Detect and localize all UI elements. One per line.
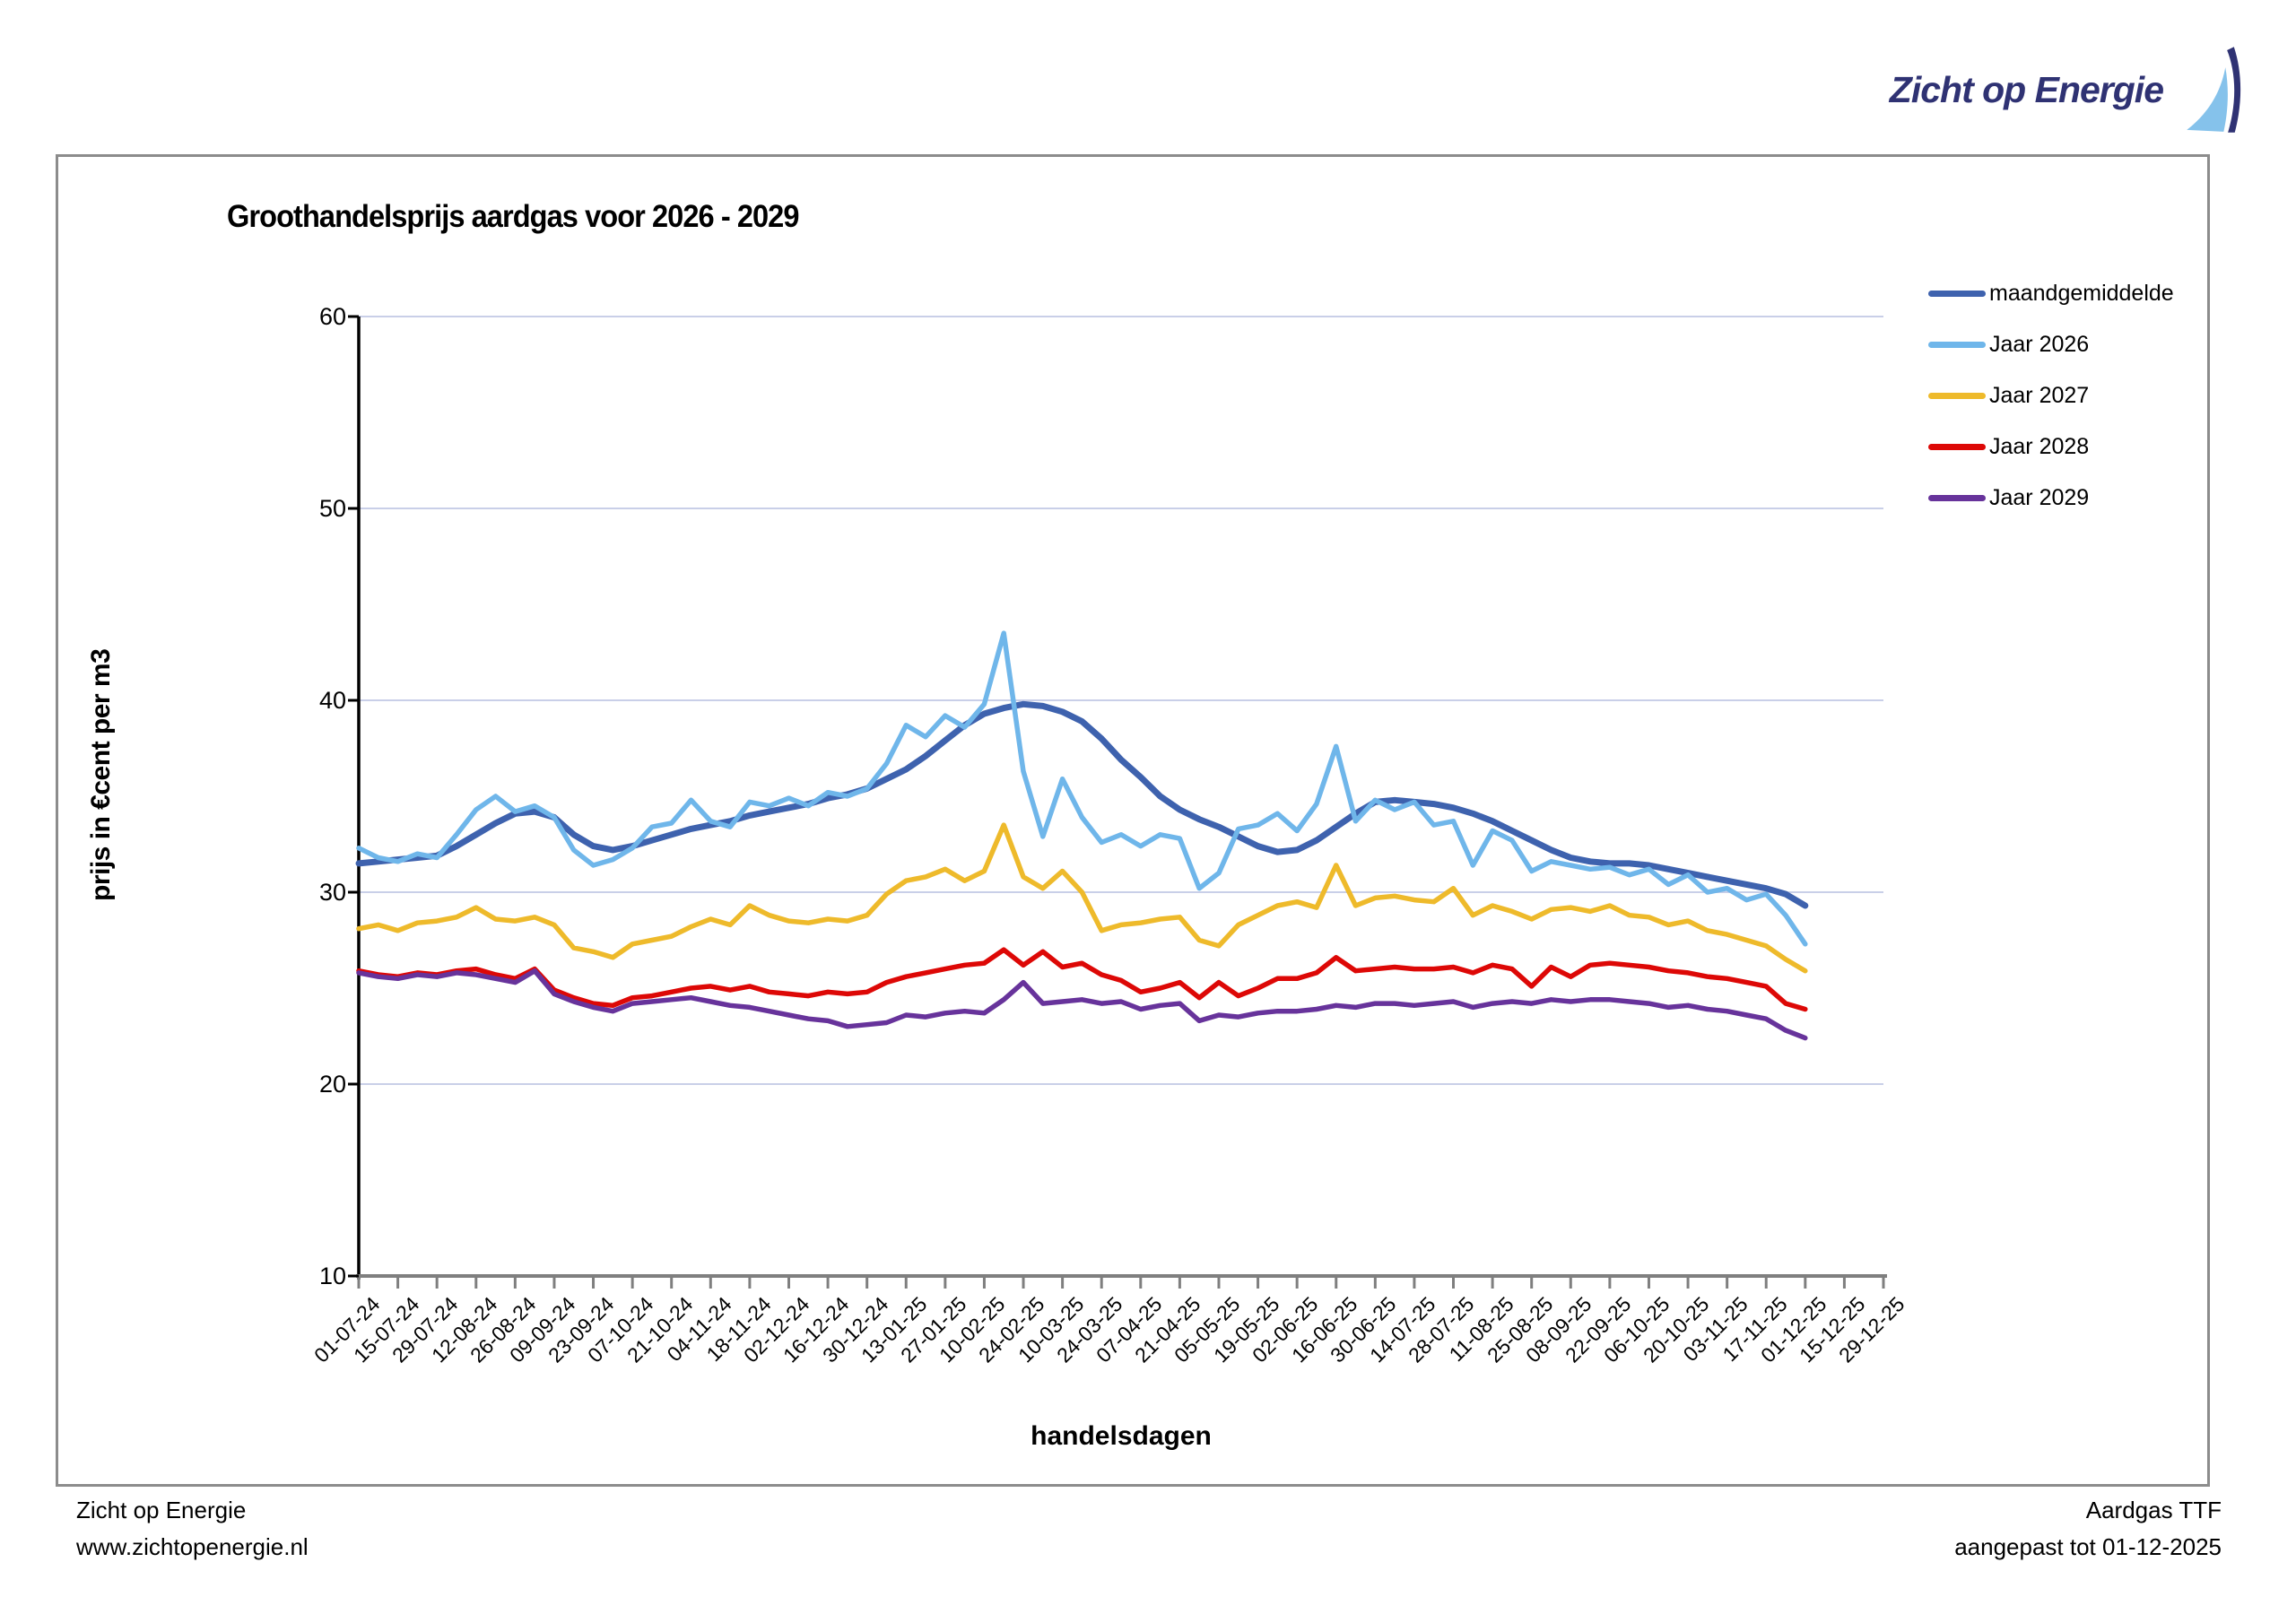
legend-label: Jaar 2029 <box>1989 485 2090 510</box>
legend-swatch <box>1928 342 1986 348</box>
logo: Zicht op Energie <box>1890 47 2249 133</box>
legend-item-jaar-2028: Jaar 2028 <box>1928 421 2174 473</box>
legend-label: maandgemiddelde <box>1989 281 2174 306</box>
y-tick-label: 20 <box>318 1071 346 1098</box>
legend-label: Jaar 2028 <box>1989 434 2090 459</box>
legend-label: Jaar 2026 <box>1989 332 2090 357</box>
legend-label: Jaar 2027 <box>1989 383 2090 408</box>
footer-website: www.zichtopenergie.nl <box>76 1533 309 1560</box>
legend: maandgemiddelde Jaar 2026 Jaar 2027 Jaar 20… <box>1928 268 2174 524</box>
y-tick-label: 60 <box>318 303 346 330</box>
y-tick-label: 10 <box>318 1263 346 1289</box>
footer-product: Aardgas TTF <box>2085 1497 2222 1523</box>
legend-swatch <box>1928 291 1986 297</box>
sail-mast-shape <box>2227 47 2241 133</box>
footer-updated: aangepast tot 01-12-2025 <box>1954 1533 2222 1560</box>
y-axis-title: prijs in €cent per m3 <box>86 648 116 901</box>
legend-item-jaar-2027: Jaar 2027 <box>1928 370 2174 421</box>
y-tick-label: 30 <box>318 879 346 906</box>
legend-item-maandgemiddelde: maandgemiddelde <box>1928 268 2174 319</box>
legend-swatch <box>1928 393 1986 399</box>
legend-swatch <box>1928 444 1986 450</box>
footer-left: Zicht op Energie www.zichtopenergie.nl <box>76 1492 309 1566</box>
y-tick-label: 50 <box>318 495 346 522</box>
footer-right: Aardgas TTF aangepast tot 01-12-2025 <box>1954 1492 2222 1566</box>
chart-frame <box>56 154 2210 1487</box>
legend-swatch <box>1928 495 1986 501</box>
y-tick-label: 40 <box>318 687 346 714</box>
chart-title: Groothandelsprijs aardgas voor 2026 - 20… <box>227 199 799 234</box>
sail-icon <box>2187 47 2241 133</box>
x-axis-title: handelsdagen <box>1031 1421 1212 1451</box>
legend-item-jaar-2026: Jaar 2026 <box>1928 319 2174 370</box>
logo-text: Zicht op Energie <box>1889 68 2164 110</box>
legend-item-jaar-2029: Jaar 2029 <box>1928 473 2174 524</box>
sail-canvas-shape <box>2187 67 2228 132</box>
footer-company: Zicht op Energie <box>76 1497 247 1523</box>
